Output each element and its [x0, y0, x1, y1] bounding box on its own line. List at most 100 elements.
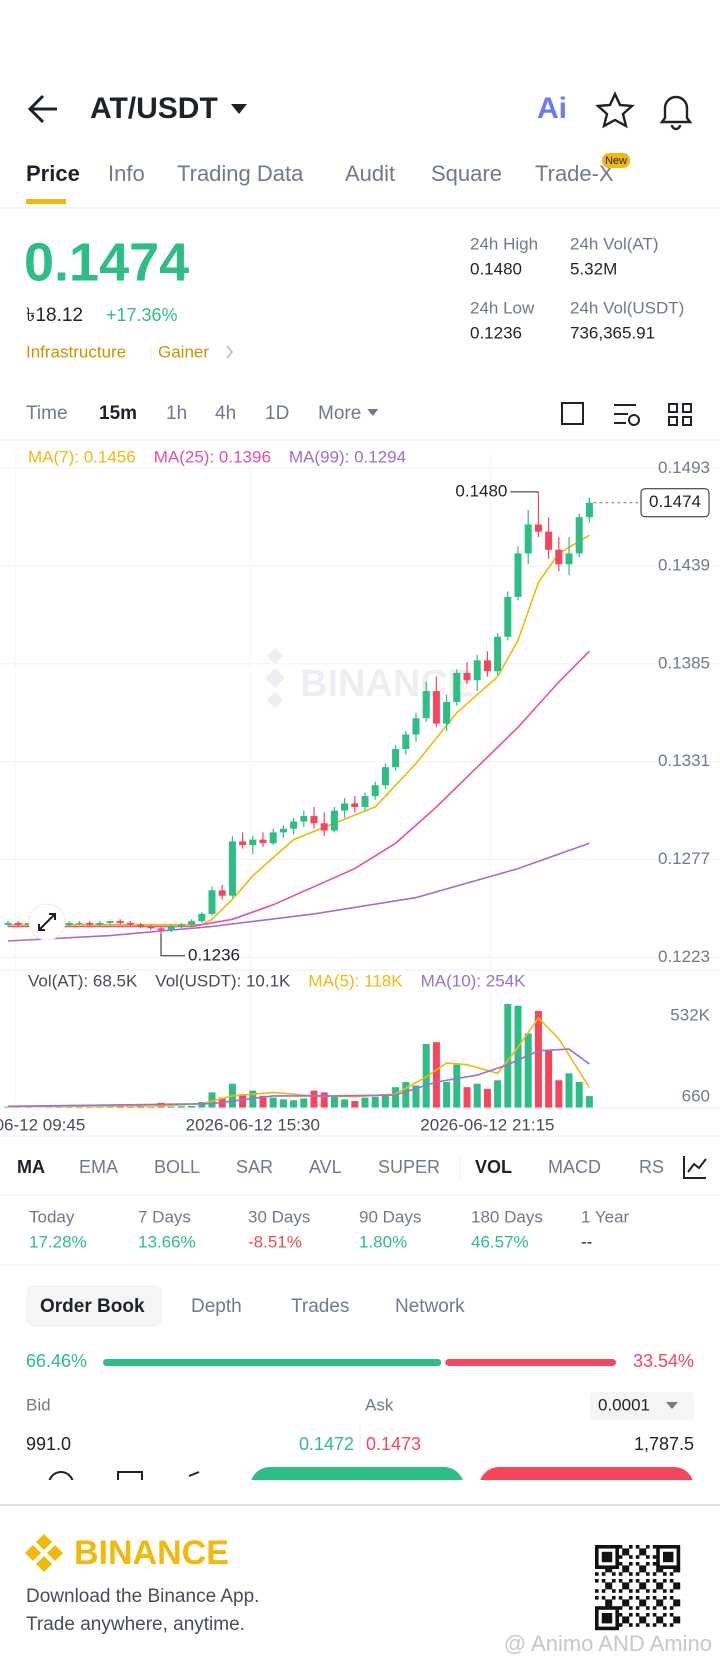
- price-change: +17.36%: [106, 305, 178, 325]
- tool-icon[interactable]: [628, 414, 640, 426]
- qr-cell: [605, 1602, 609, 1607]
- tool-icon[interactable]: [561, 402, 584, 425]
- fiat-price: ৳18.12: [26, 305, 83, 326]
- qr-cell: [629, 1623, 633, 1627]
- legend-entry: MA(25): 0.1396: [154, 447, 271, 466]
- interval[interactable]: 1D: [265, 403, 289, 424]
- interval[interactable]: More: [318, 403, 361, 424]
- qr-cell: [639, 1565, 643, 1569]
- candle-body: [228, 841, 236, 896]
- indicator-settings[interactable]: [683, 1156, 707, 1179]
- pair-caret[interactable]: [231, 104, 247, 114]
- stat-value: 0.1236: [470, 323, 522, 342]
- qr-cell: [673, 1545, 677, 1549]
- order-book-tab[interactable]: Network: [395, 1296, 465, 1317]
- candle-body: [443, 701, 451, 724]
- qr-cell: [622, 1602, 626, 1607]
- interval[interactable]: 4h: [215, 403, 236, 424]
- expand-icon[interactable]: [38, 913, 56, 931]
- expand-button[interactable]: [28, 903, 66, 941]
- qr-cell: [618, 1562, 623, 1566]
- footer-line: Trade anywhere, anytime.: [26, 1614, 245, 1635]
- order-book-tab[interactable]: Order Book: [40, 1296, 145, 1317]
- indicator[interactable]: VOL: [475, 1157, 512, 1177]
- indicator[interactable]: EMA: [79, 1157, 118, 1177]
- qr-cell: [642, 1565, 647, 1569]
- qr-cell: [646, 1545, 650, 1549]
- indicator[interactable]: BOLL: [154, 1157, 200, 1177]
- indicator[interactable]: MACD: [548, 1157, 601, 1177]
- qr-cell: [676, 1616, 681, 1620]
- low-label: 0.1236: [188, 945, 240, 964]
- gainer-tag[interactable]: Gainer: [158, 342, 209, 361]
- qr-cell: [642, 1602, 647, 1607]
- tab[interactable]: Price: [26, 161, 80, 186]
- ai-button[interactable]: Ai: [537, 92, 567, 125]
- qr-cell: [669, 1565, 674, 1569]
- legend-entry: MA(7): 0.1456: [28, 447, 136, 466]
- qr-cell: [622, 1619, 626, 1624]
- volume-bar: [381, 1094, 389, 1108]
- back-button[interactable]: [27, 94, 57, 124]
- qr-cell: [656, 1619, 660, 1624]
- tab[interactable]: Trade-X: [535, 161, 614, 186]
- tab[interactable]: Audit: [345, 161, 395, 186]
- sector-tag[interactable]: Infrastructure: [26, 342, 126, 361]
- qr-cell: [646, 1572, 650, 1576]
- candle-body: [259, 839, 267, 844]
- volume-bar: [239, 1094, 247, 1108]
- x-tick-label: 2026-06-12 09:45: [0, 1115, 85, 1134]
- interval[interactable]: 15m: [99, 403, 137, 424]
- qr-cell: [601, 1619, 606, 1624]
- volume-bar: [585, 1096, 593, 1108]
- precision-caret[interactable]: [666, 1402, 678, 1409]
- indicator[interactable]: AVL: [309, 1157, 342, 1177]
- qr-cell: [669, 1558, 674, 1563]
- indicator[interactable]: SUPER: [378, 1157, 440, 1177]
- indicator[interactable]: SAR: [236, 1157, 273, 1177]
- last-price: 0.1474: [24, 232, 189, 292]
- precision[interactable]: 0.0001: [598, 1395, 650, 1414]
- favorite-button[interactable]: [595, 91, 635, 129]
- qr-cell: [666, 1551, 670, 1556]
- tool-icon[interactable]: [668, 403, 692, 426]
- perf-value: 17.28%: [29, 1232, 87, 1251]
- volume-bar: [483, 1088, 491, 1108]
- tool-icon[interactable]: [614, 404, 636, 424]
- notification-button[interactable]: [659, 95, 693, 131]
- qr-cell: [618, 1572, 623, 1576]
- perf-value: 1.80%: [359, 1232, 407, 1251]
- qr-cell: [656, 1555, 660, 1559]
- volume-bar: [514, 1005, 522, 1108]
- candle-body: [106, 921, 114, 923]
- tab[interactable]: Square: [431, 161, 502, 186]
- qr-cell: [659, 1585, 664, 1590]
- volume-bar: [259, 1095, 267, 1108]
- qr-cell: [622, 1585, 626, 1590]
- qr-cell: [601, 1551, 606, 1556]
- interval[interactable]: 1h: [166, 403, 187, 424]
- qr-cell: [666, 1565, 670, 1569]
- qr-cell: [663, 1558, 667, 1563]
- candle-body: [198, 913, 206, 922]
- qr-cell: [666, 1555, 670, 1559]
- indicator[interactable]: MA: [17, 1157, 45, 1177]
- precision-select[interactable]: [590, 1392, 694, 1420]
- perf-value: 46.57%: [471, 1232, 529, 1251]
- tab[interactable]: Info: [108, 161, 145, 186]
- perf-value: --: [581, 1232, 592, 1251]
- order-book-tab[interactable]: Depth: [191, 1296, 242, 1317]
- indicator[interactable]: RSI: [639, 1157, 669, 1177]
- qr-cell: [601, 1589, 606, 1593]
- tab[interactable]: Trading Data: [177, 161, 304, 186]
- qr-cell: [605, 1568, 609, 1573]
- order-book-tab[interactable]: Trades: [291, 1296, 349, 1317]
- qr-cell: [615, 1558, 619, 1563]
- interval[interactable]: Time: [26, 403, 68, 424]
- qr-cell: [652, 1579, 657, 1583]
- qr-cell: [601, 1545, 606, 1549]
- pair-title[interactable]: AT/USDT: [90, 92, 218, 125]
- qr-cell: [676, 1548, 681, 1552]
- qr-cell: [646, 1606, 650, 1610]
